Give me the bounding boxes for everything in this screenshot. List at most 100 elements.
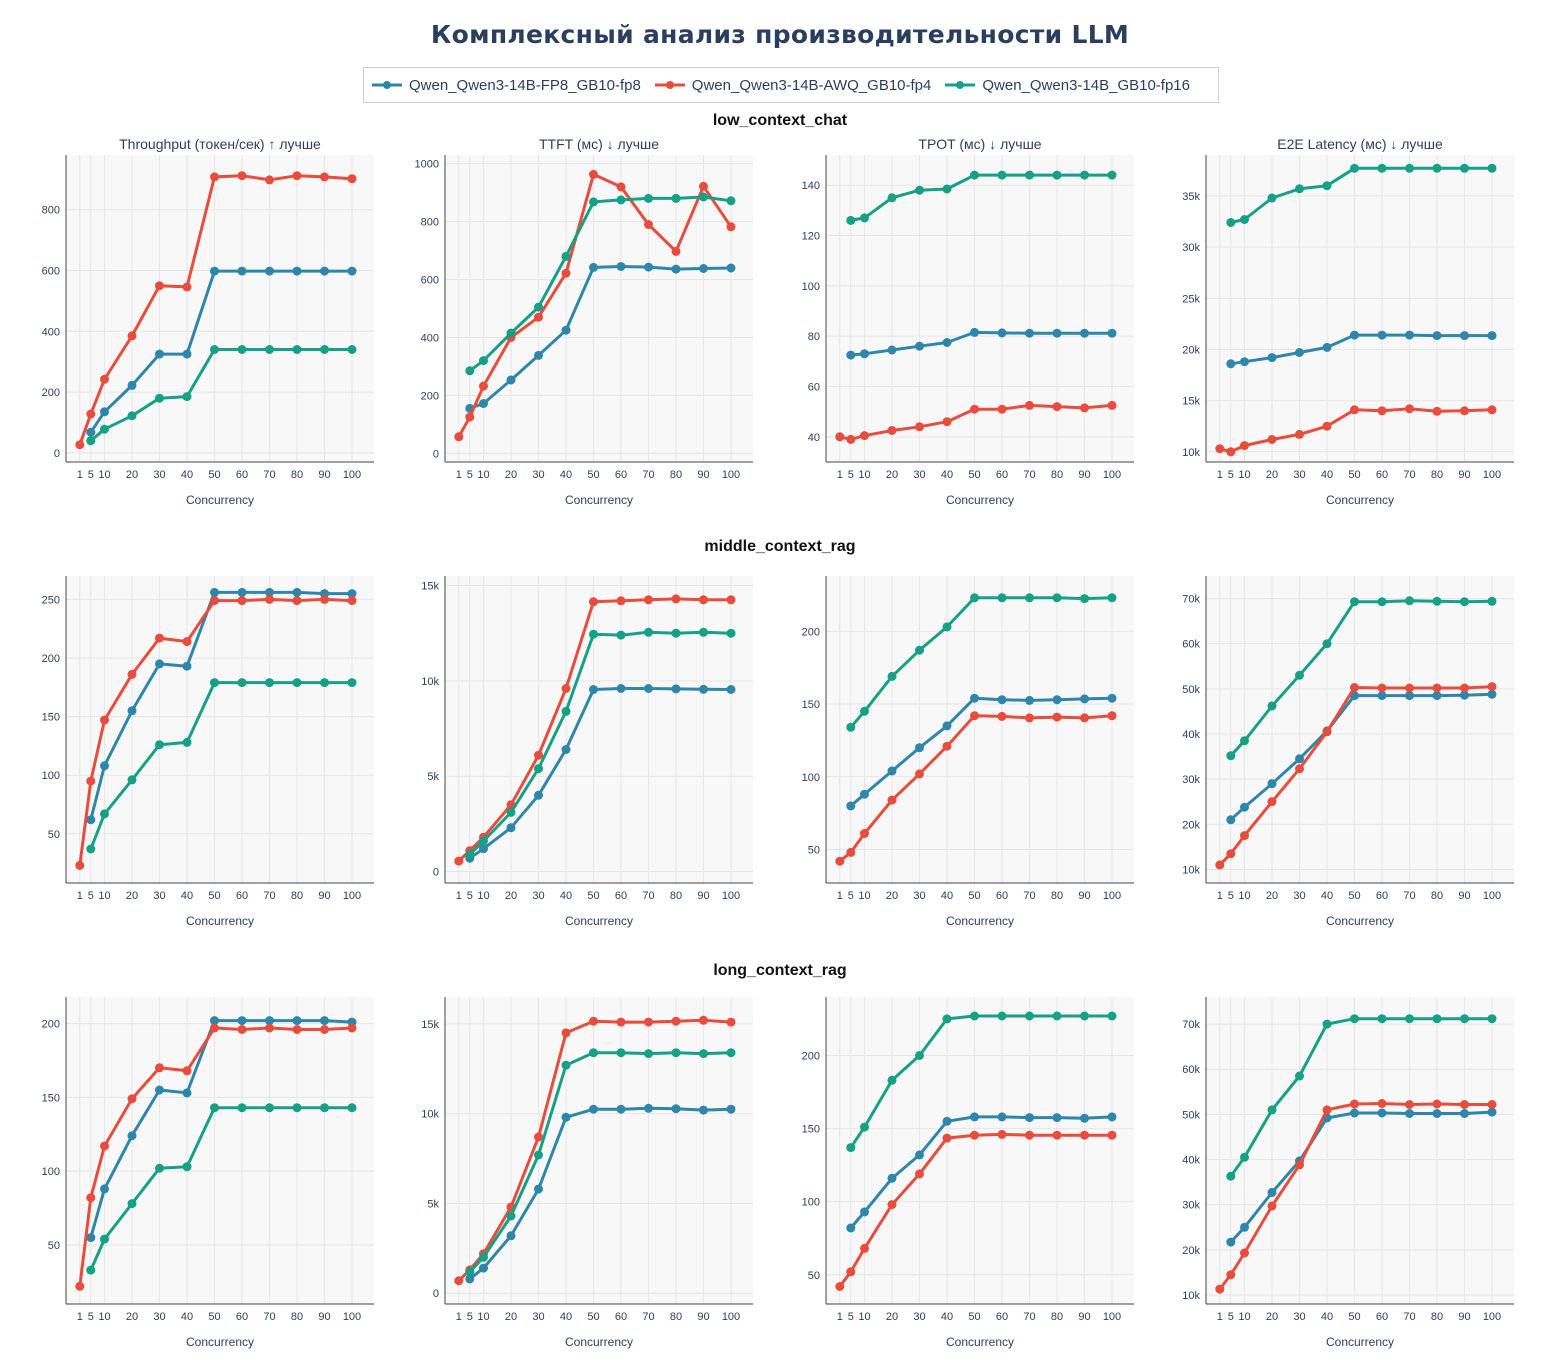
data-point-fp4[interactable] [320,594,329,604]
data-point-fp4[interactable] [942,1133,952,1143]
data-point-fp4[interactable] [1240,441,1249,451]
data-point-fp4[interactable] [454,856,464,866]
data-point-fp8[interactable] [699,684,708,694]
data-point-fp8[interactable] [970,1112,979,1122]
data-point-fp16[interactable] [347,1103,357,1113]
data-point-fp4[interactable] [155,281,164,291]
data-point-fp16[interactable] [465,849,475,859]
data-point-fp4[interactable] [292,596,302,606]
data-point-fp16[interactable] [479,1252,488,1262]
data-point-fp4[interactable] [86,1193,96,1203]
data-point-fp4[interactable] [100,715,109,725]
data-point-fp4[interactable] [726,595,736,605]
subplot-r0-c2[interactable]: 40 60 80 100 120 140 1 5 10 20 30 40 50 60 70 80 90 100 Co… [802,136,1134,507]
data-point-fp8[interactable] [846,1223,856,1233]
data-point-fp8[interactable] [86,815,96,825]
data-point-fp8[interactable] [644,684,653,693]
data-point-fp8[interactable] [1377,330,1387,340]
data-point-fp8[interactable] [1267,353,1277,363]
data-point-fp16[interactable] [1267,193,1277,203]
data-point-fp4[interactable] [915,1169,924,1179]
data-point-fp8[interactable] [100,1184,109,1194]
legend-item-fp8[interactable]: Qwen_Qwen3-14B-FP8_GB10-fp8 [370,77,641,94]
data-point-fp16[interactable] [100,1234,109,1244]
data-point-fp8[interactable] [616,262,626,271]
data-point-fp16[interactable] [589,1048,598,1058]
data-point-fp4[interactable] [561,1028,571,1038]
data-point-fp16[interactable] [237,678,247,688]
data-point-fp4[interactable] [616,596,626,606]
data-point-fp8[interactable] [589,262,598,272]
data-point-fp16[interactable] [1350,1014,1359,1024]
data-point-fp4[interactable] [1107,711,1117,721]
data-point-fp16[interactable] [644,1049,653,1059]
series-line-fp4[interactable] [838,1132,1112,1288]
data-point-fp4[interactable] [237,1025,247,1034]
subplot-r1-c2[interactable]: 50 100 150 200 1 5 10 20 30 40 50 60 70 80 90 100 Concur… [802,576,1134,928]
data-point-fp16[interactable] [506,328,516,338]
data-point-fp8[interactable] [1460,690,1469,700]
data-point-fp4[interactable] [589,1016,598,1026]
subplot-r1-c0[interactable]: 50 100 150 200 250 1 5 10 20 30 40 50 60 70 80 90 100 Con… [42,576,374,928]
data-point-fp16[interactable] [534,1150,543,1160]
data-point-fp16[interactable] [127,1199,137,1209]
data-point-fp4[interactable] [155,1063,164,1073]
data-point-fp8[interactable] [671,684,681,694]
data-point-fp8[interactable] [860,789,869,799]
data-point-fp8[interactable] [534,1184,543,1194]
data-point-fp8[interactable] [726,263,736,273]
data-point-fp4[interactable] [915,422,924,432]
data-point-fp4[interactable] [671,594,681,604]
data-point-fp16[interactable] [887,671,897,681]
data-point-fp16[interactable] [1405,1014,1414,1024]
data-point-fp16[interactable] [210,345,219,354]
data-point-fp8[interactable] [860,349,869,359]
data-point-fp4[interactable] [127,669,137,679]
data-point-fp16[interactable] [1460,597,1469,607]
data-point-fp4[interactable] [347,174,357,184]
data-point-fp16[interactable] [726,1048,736,1058]
data-point-fp16[interactable] [970,593,979,603]
data-point-fp4[interactable] [1322,1105,1332,1115]
data-point-fp16[interactable] [1405,596,1414,606]
data-point-fp4[interactable] [671,246,681,256]
data-point-fp16[interactable] [1226,751,1236,761]
data-point-fp16[interactable] [1377,163,1387,173]
data-point-fp8[interactable] [1432,331,1442,341]
data-point-fp4[interactable] [589,169,598,179]
data-point-fp8[interactable] [210,266,219,276]
data-point-fp8[interactable] [1487,331,1497,341]
data-point-fp8[interactable] [1025,695,1034,705]
data-point-fp16[interactable] [671,628,681,638]
data-point-fp8[interactable] [616,1104,626,1114]
data-point-fp4[interactable] [1240,831,1249,841]
data-point-fp4[interactable] [1226,447,1236,457]
data-point-fp16[interactable] [1240,215,1249,224]
data-point-fp8[interactable] [155,1085,164,1095]
data-point-fp16[interactable] [699,627,708,637]
data-point-fp8[interactable] [561,745,571,754]
data-point-fp8[interactable] [671,264,681,274]
data-point-fp16[interactable] [1107,593,1117,603]
data-point-fp8[interactable] [127,706,137,716]
data-point-fp8[interactable] [292,266,302,276]
data-point-fp4[interactable] [1405,1100,1414,1109]
data-point-fp4[interactable] [1052,402,1062,412]
data-point-fp8[interactable] [616,684,626,693]
data-point-fp16[interactable] [561,1060,571,1070]
data-point-fp8[interactable] [320,266,329,276]
data-point-fp16[interactable] [846,722,856,732]
data-point-fp4[interactable] [561,684,571,693]
data-point-fp16[interactable] [1350,163,1359,173]
data-point-fp4[interactable] [320,172,329,182]
data-point-fp8[interactable] [1240,802,1249,812]
subplot-r1-c3[interactable]: 10k 20k 30k 40k 50k 60k 70k 1 5 10 20 30 40 50 60 70 80 9… [1182,576,1514,928]
data-point-fp4[interactable] [1080,403,1089,413]
data-point-fp4[interactable] [1322,727,1332,737]
data-point-fp4[interactable] [237,171,247,181]
data-point-fp8[interactable] [100,407,109,417]
data-point-fp16[interactable] [644,627,653,637]
data-point-fp4[interactable] [1052,712,1062,722]
data-point-fp4[interactable] [1377,1099,1387,1108]
data-point-fp16[interactable] [86,844,96,854]
